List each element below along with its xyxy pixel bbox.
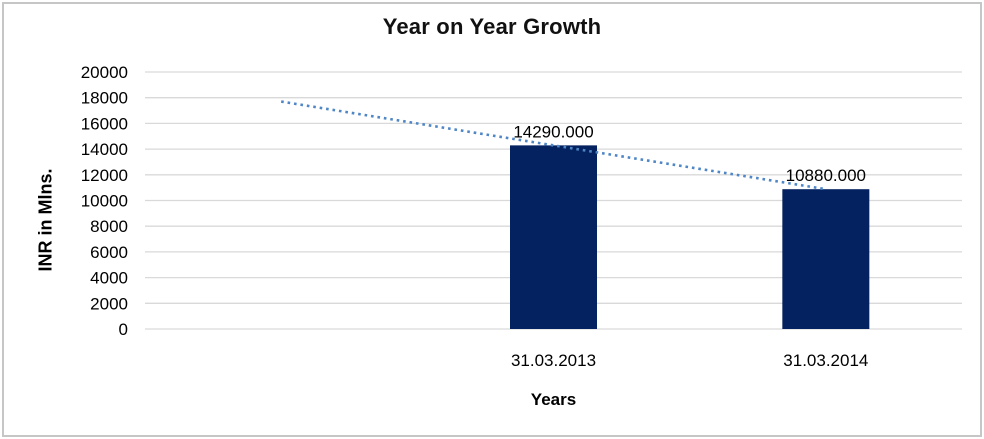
x-tick-label: 31.03.2013 [511, 351, 596, 370]
y-tick-label: 2000 [90, 294, 128, 313]
y-tick-label: 10000 [81, 192, 128, 211]
trendline [280, 100, 827, 191]
y-tick-label: 12000 [81, 166, 128, 185]
x-tick-label: 31.03.2014 [783, 351, 868, 370]
y-tick-label: 20000 [81, 63, 128, 82]
y-tick-label: 6000 [90, 243, 128, 262]
y-tick-label: 8000 [90, 217, 128, 236]
bar-data-label: 10880.000 [786, 166, 866, 185]
y-tick-label: 4000 [90, 269, 128, 288]
bar-data-label: 14290.000 [513, 122, 593, 141]
bar [782, 189, 870, 329]
y-tick-label: 0 [119, 320, 128, 339]
bar [510, 145, 597, 329]
y-tick-label: 14000 [81, 140, 128, 159]
y-tick-label: 18000 [81, 89, 128, 108]
y-tick-label: 16000 [81, 114, 128, 133]
chart-title: Year on Year Growth [382, 14, 602, 39]
x-axis-title: Years [530, 390, 577, 409]
